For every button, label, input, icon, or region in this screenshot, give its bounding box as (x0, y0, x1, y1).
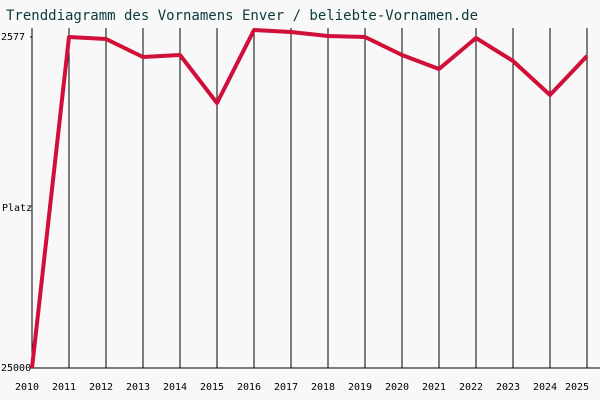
x-tick-label: 2012 (89, 382, 113, 393)
x-tick-label: 2017 (274, 382, 298, 393)
x-tick-label: 2021 (422, 382, 446, 393)
y-tick-label: 2577 (1, 32, 25, 43)
x-tick-label: 2013 (126, 382, 150, 393)
x-tick-label: 2016 (237, 382, 261, 393)
x-tick-label: 2023 (496, 382, 520, 393)
chart-title: Trenddiagramm des Vornamens Enver / beli… (6, 8, 478, 24)
y-tick-label: 25000 (1, 363, 31, 374)
x-tick-label: 2025 (565, 382, 589, 393)
x-tick-label: 2015 (200, 382, 224, 393)
y-axis-label: Platz (2, 203, 32, 214)
x-tick-label: 2024 (533, 382, 557, 393)
x-tick-label: 2010 (15, 382, 39, 393)
x-tick-label: 2011 (52, 382, 76, 393)
x-tick-label: 2022 (459, 382, 483, 393)
x-tick-label: 2020 (385, 382, 409, 393)
line (30, 28, 589, 369)
x-tick-label: 2018 (311, 382, 335, 393)
x-tick-label: 2014 (163, 382, 187, 393)
x-tick-label: 2019 (348, 382, 372, 393)
